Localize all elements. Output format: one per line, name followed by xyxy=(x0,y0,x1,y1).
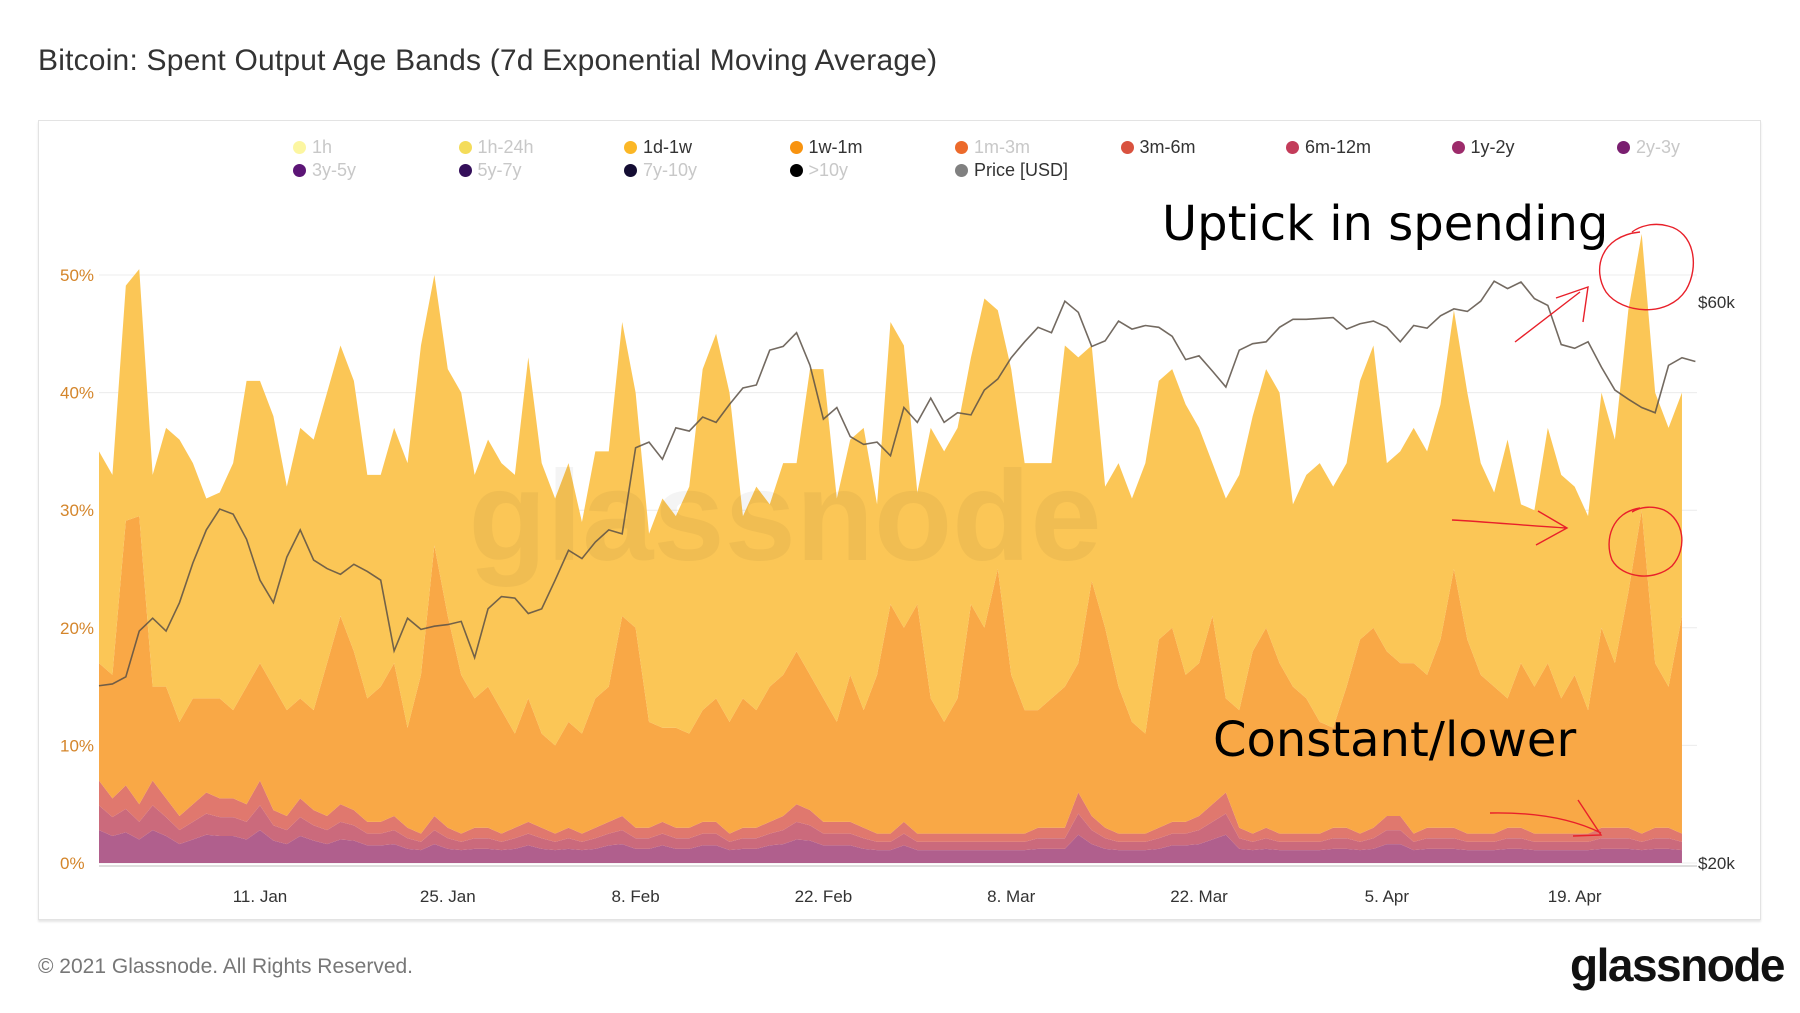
x-tick-label: 22. Feb xyxy=(795,887,853,906)
area-series-1w-1m xyxy=(99,510,1682,834)
legend-label: 1h xyxy=(312,137,333,157)
legend-item-10y[interactable]: >10y xyxy=(789,160,849,181)
y-tick-label: 40% xyxy=(60,384,94,403)
legend-dot-icon xyxy=(1286,141,1299,154)
x-tick-label: 8. Mar xyxy=(987,887,1036,906)
legend-dot-icon xyxy=(789,164,803,177)
legend-dot-icon xyxy=(789,141,803,154)
legend-item-7y-10y[interactable]: 7y-10y xyxy=(624,160,697,181)
legend-dot-icon xyxy=(624,164,637,177)
x-tick-label: 5. Apr xyxy=(1365,887,1410,906)
red-circle-top-peak xyxy=(1598,223,1694,311)
legend-label: 3y-5y xyxy=(312,160,357,180)
red-circle-middle xyxy=(1608,506,1683,577)
price-line xyxy=(98,280,1696,687)
legend-label: Price [USD] xyxy=(974,160,1069,180)
area-series-1d-1w xyxy=(99,233,1682,746)
price-tick-label: $20k xyxy=(1698,854,1735,873)
legend-item-3m-6m[interactable]: 3m-6m xyxy=(1120,137,1196,158)
legend-dot-icon xyxy=(1617,141,1630,154)
watermark: glassnode xyxy=(468,445,1101,588)
legend-item-5y-7y[interactable]: 5y-7y xyxy=(458,160,522,181)
legend-item-1y-2y[interactable]: 1y-2y xyxy=(1451,137,1515,158)
x-tick-label: 19. Apr xyxy=(1548,887,1602,906)
legend-label: 5y-7y xyxy=(477,160,522,180)
area-series-1y-2y xyxy=(99,830,1682,863)
legend-label: 1y-2y xyxy=(1470,137,1515,157)
legend-label: 1h-24h xyxy=(477,137,534,157)
legend-dot-icon xyxy=(955,164,968,177)
legend-item-1d-1w[interactable]: 1d-1w xyxy=(624,137,692,158)
legend-dot-icon xyxy=(955,141,968,154)
red-arrow-right xyxy=(1451,510,1569,546)
legend-dot-icon xyxy=(624,141,637,154)
chart-title: Bitcoin: Spent Output Age Bands (7d Expo… xyxy=(38,44,938,77)
y-tick-label: 10% xyxy=(60,736,94,755)
legend-label: 1d-1w xyxy=(643,137,693,157)
legend-item-1h[interactable]: 1h xyxy=(293,137,332,158)
annotation-constant: Constant/lower xyxy=(1213,712,1577,768)
area-series-6m-12m xyxy=(99,805,1682,851)
legend-item-1h-24h[interactable]: 1h-24h xyxy=(458,137,534,158)
legend-label: 2y-3y xyxy=(1636,137,1681,157)
x-tick-label: 8. Feb xyxy=(611,887,659,906)
legend-item-1m-3m[interactable]: 1m-3m xyxy=(955,137,1030,158)
x-tick-label: 22. Mar xyxy=(1170,887,1228,906)
legend-label: 3m-6m xyxy=(1139,137,1196,157)
legend-item-2y-3y[interactable]: 2y-3y xyxy=(1617,137,1680,158)
legend-item-6m-12m[interactable]: 6m-12m xyxy=(1286,137,1371,158)
annotation-uptick: Uptick in spending xyxy=(1162,196,1609,252)
copyright: © 2021 Glassnode. All Rights Reserved. xyxy=(38,955,414,978)
legend-label: 1m-3m xyxy=(974,137,1031,157)
legend-label: >10y xyxy=(808,160,849,180)
red-arrow-bottom xyxy=(1489,799,1603,837)
legend-dot-icon xyxy=(293,141,306,154)
legend-item-3y-5y[interactable]: 3y-5y xyxy=(293,160,356,181)
y-tick-label: 30% xyxy=(60,501,94,520)
y-tick-label: 50% xyxy=(60,266,94,285)
legend-label: 1w-1m xyxy=(808,137,863,157)
legend-label: 7y-10y xyxy=(643,160,698,180)
y-tick-label: 20% xyxy=(60,619,94,638)
legend-dot-icon xyxy=(1451,141,1465,154)
glassnode-logo[interactable]: glassnode xyxy=(1570,939,1786,991)
x-tick-label: 25. Jan xyxy=(420,887,476,906)
area-series-3m-6m xyxy=(99,780,1682,842)
legend-dot-icon xyxy=(1120,141,1134,154)
y-tick-label: 0% xyxy=(60,854,85,873)
legend-item-1w-1m[interactable]: 1w-1m xyxy=(789,137,863,158)
chart-container xyxy=(38,120,1761,920)
red-arrow-up xyxy=(1514,285,1589,343)
legend-label: 6m-12m xyxy=(1305,137,1372,157)
legend-dot-icon xyxy=(458,164,472,177)
legend-dot-icon xyxy=(293,164,306,177)
price-tick-label: $60k xyxy=(1698,293,1735,312)
legend-dot-icon xyxy=(458,141,472,154)
legend-item-price-usd[interactable]: Price [USD] xyxy=(955,160,1068,181)
x-tick-label: 11. Jan xyxy=(233,887,288,906)
